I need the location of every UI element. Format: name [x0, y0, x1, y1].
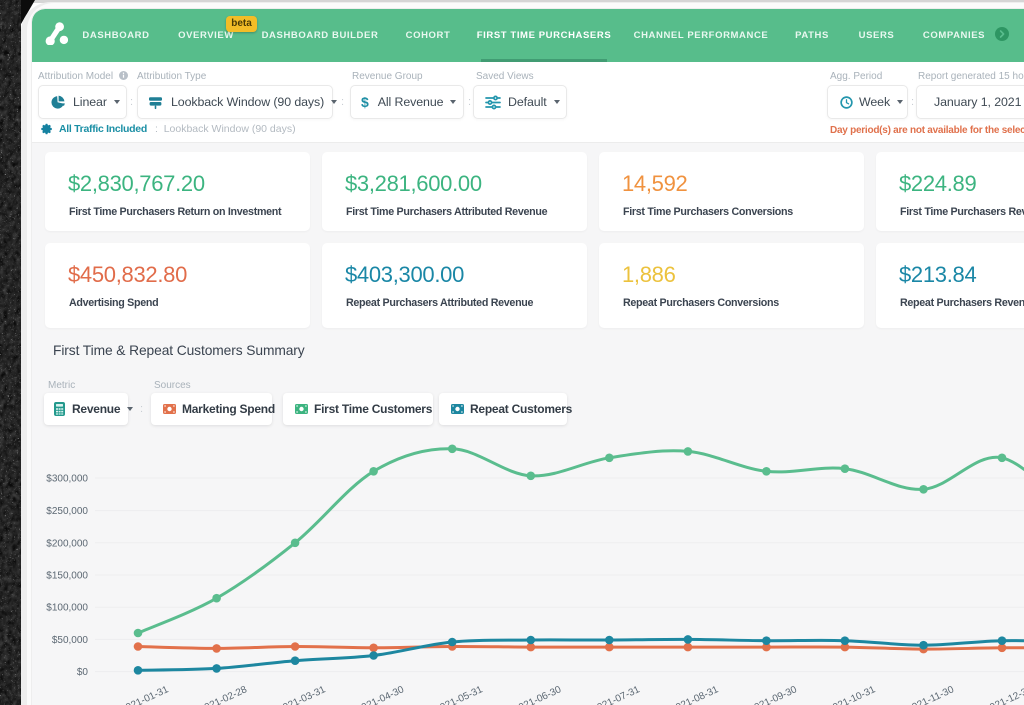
- svg-text:2021-10-31: 2021-10-31: [826, 684, 877, 705]
- svg-text:$50,000: $50,000: [52, 635, 89, 646]
- svg-text:$0: $0: [77, 667, 89, 678]
- svg-text:$150,000: $150,000: [46, 571, 88, 582]
- svg-text:$200,000: $200,000: [46, 538, 88, 549]
- svg-text:2021-11-30: 2021-11-30: [905, 684, 956, 705]
- svg-text:2021-08-31: 2021-08-31: [669, 684, 720, 705]
- svg-text:2021-04-30: 2021-04-30: [355, 684, 406, 705]
- svg-text:$300,000: $300,000: [46, 474, 88, 485]
- svg-text:2021-06-30: 2021-06-30: [512, 684, 563, 705]
- svg-text:$250,000: $250,000: [46, 506, 88, 517]
- svg-text:2021-07-31: 2021-07-31: [591, 684, 642, 705]
- svg-text:2021-09-30: 2021-09-30: [748, 684, 799, 705]
- svg-text:2021-01-31: 2021-01-31: [119, 684, 170, 705]
- svg-text:2021-05-31: 2021-05-31: [433, 684, 484, 705]
- svg-text:2021-03-31: 2021-03-31: [276, 684, 327, 705]
- svg-text:2021-02-28: 2021-02-28: [198, 684, 249, 705]
- svg-text:$100,000: $100,000: [46, 603, 88, 614]
- svg-text:2021-12-31: 2021-12-31: [983, 684, 1024, 705]
